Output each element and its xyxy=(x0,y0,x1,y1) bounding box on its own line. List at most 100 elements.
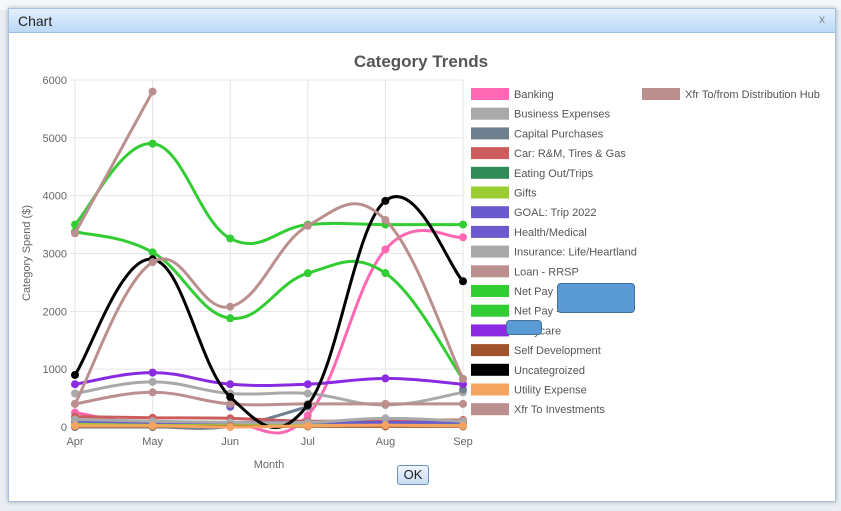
data-point xyxy=(303,221,312,230)
legend-swatch xyxy=(471,186,509,199)
series-line xyxy=(74,371,464,388)
legend-swatch xyxy=(471,147,509,160)
chart-title: Category Trends xyxy=(354,52,488,71)
data-point xyxy=(381,245,390,254)
data-point xyxy=(148,258,157,267)
data-point xyxy=(303,380,312,389)
legend-label: Net Pay - xyxy=(514,286,560,298)
series-line xyxy=(74,423,464,429)
x-tick-label: Jul xyxy=(301,436,315,448)
data-point xyxy=(381,374,390,383)
x-tick-label: Sep xyxy=(453,436,473,448)
legend-label: Gifts xyxy=(514,188,537,200)
ok-button[interactable]: OK xyxy=(397,465,429,485)
legend-swatch xyxy=(471,324,509,337)
legend-swatch xyxy=(471,206,509,219)
data-point xyxy=(71,399,79,408)
x-tick-label: Jun xyxy=(221,436,239,448)
legend-swatch xyxy=(471,403,509,416)
close-icon[interactable]: x xyxy=(819,12,825,26)
data-point xyxy=(381,196,390,205)
legend-label: Loan - RRSP xyxy=(514,266,579,278)
legend-swatch xyxy=(471,285,509,297)
data-point xyxy=(303,411,312,420)
data-point xyxy=(459,277,467,286)
data-point xyxy=(459,233,467,242)
legend-label: Xfr To Investments xyxy=(514,404,605,416)
legend-label: Capital Purchases xyxy=(514,128,604,140)
data-point xyxy=(381,421,390,430)
y-tick-label: 5000 xyxy=(43,133,67,145)
data-point xyxy=(148,368,157,377)
legend-label: Self Development xyxy=(514,345,601,357)
legend-label: Net Pay - xyxy=(514,306,560,318)
dialog-titlebar[interactable]: Chart x xyxy=(9,9,835,33)
data-point xyxy=(459,399,467,408)
data-point xyxy=(148,421,157,430)
x-axis-label: Month xyxy=(254,459,285,471)
data-point xyxy=(381,399,390,408)
y-tick-label: 3000 xyxy=(43,249,67,261)
legend-swatch xyxy=(471,265,509,278)
legend-swatch xyxy=(471,304,509,317)
data-point xyxy=(303,421,312,430)
y-tick-label: 2000 xyxy=(43,306,67,318)
legend-swatch xyxy=(471,166,509,179)
y-tick-label: 1000 xyxy=(43,364,67,376)
series-line xyxy=(74,416,464,425)
series-line xyxy=(74,390,463,407)
data-point xyxy=(71,370,79,379)
legend-swatch xyxy=(471,383,509,396)
data-point xyxy=(71,229,79,238)
data-point xyxy=(148,139,157,148)
series-line xyxy=(74,415,464,423)
data-point xyxy=(148,388,157,397)
data-point xyxy=(303,269,312,278)
series-line xyxy=(73,142,463,246)
x-tick-label: Aug xyxy=(376,436,396,448)
legend-label: Utility Expense xyxy=(514,385,587,397)
y-tick-label: 4000 xyxy=(43,191,67,203)
y-axis-label: Category Spend ($) xyxy=(21,205,33,301)
data-point xyxy=(226,423,235,431)
legend-label: Banking xyxy=(514,89,554,101)
data-point xyxy=(459,421,467,430)
legend-swatch xyxy=(471,245,509,258)
data-point xyxy=(381,215,390,224)
data-point xyxy=(148,377,157,386)
legend-swatch xyxy=(471,363,509,376)
y-tick-label: 0 xyxy=(61,422,67,434)
data-point xyxy=(226,399,235,408)
data-point xyxy=(226,234,235,243)
legend-label: Insurance: Life/Heartland xyxy=(514,247,637,259)
data-point xyxy=(459,374,467,383)
data-point xyxy=(71,415,79,424)
data-point xyxy=(71,421,79,430)
data-point xyxy=(303,401,312,410)
series-line xyxy=(73,90,154,234)
dialog-title: Chart xyxy=(18,13,53,29)
legend-label: Uncategroized xyxy=(514,365,585,377)
legend-swatch xyxy=(471,344,509,357)
data-point xyxy=(381,269,390,278)
y-tick-label: 6000 xyxy=(43,75,67,87)
legend-swatch xyxy=(642,88,680,100)
data-point xyxy=(226,314,235,323)
data-point xyxy=(148,248,157,257)
redaction-box xyxy=(557,283,635,313)
legend-label: Eating Out/Trips xyxy=(514,168,594,180)
data-point xyxy=(226,380,235,389)
legend-label: GOAL: Trip 2022 xyxy=(514,207,597,219)
data-point xyxy=(459,220,467,229)
legend-label: Business Expenses xyxy=(514,109,610,121)
series-line xyxy=(73,202,465,405)
legend-swatch xyxy=(471,127,509,140)
data-point xyxy=(71,389,79,398)
background-app xyxy=(0,0,841,10)
legend-label: Car: R&M, Tires & Gas xyxy=(514,148,626,160)
x-tick-label: May xyxy=(142,436,163,448)
x-tick-label: Apr xyxy=(66,436,83,448)
data-point xyxy=(148,87,157,96)
data-point xyxy=(226,302,235,311)
